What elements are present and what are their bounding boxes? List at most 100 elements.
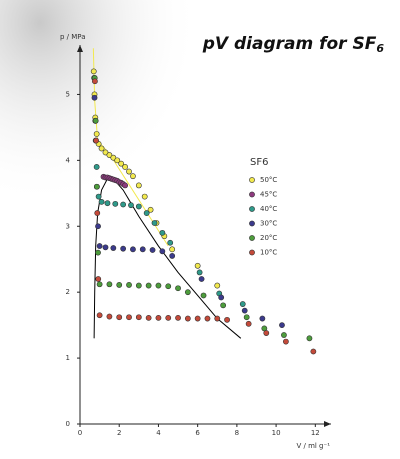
data-point: [198, 276, 205, 282]
data-point: [112, 200, 119, 207]
data-point: [135, 314, 142, 321]
legend-marker: [249, 191, 255, 198]
data-point: [106, 152, 113, 158]
legend-marker: [249, 220, 255, 227]
legend-marker: [249, 235, 255, 241]
data-point: [204, 315, 211, 322]
data-point: [126, 168, 132, 175]
data-point: [95, 193, 102, 200]
data-point: [128, 202, 134, 209]
y-tick-label: 0: [66, 420, 70, 428]
data-point: [220, 302, 227, 309]
x-axis-label: V / ml g⁻¹: [296, 442, 330, 450]
data-point: [165, 314, 172, 321]
legend-label: 45°C: [260, 191, 277, 199]
data-point: [147, 206, 154, 213]
y-tick-label: 3: [66, 222, 70, 230]
data-point: [95, 276, 102, 282]
data-point: [120, 201, 127, 208]
data-point: [263, 330, 270, 336]
data-point: [94, 210, 101, 216]
data-point: [96, 312, 103, 319]
legend-label: 50°C: [260, 176, 277, 184]
data-point: [169, 246, 176, 253]
data-point: [93, 183, 100, 190]
data-point: [126, 282, 132, 288]
data-point: [135, 182, 142, 189]
x-axis-arrow: [324, 421, 331, 427]
data-point: [98, 198, 105, 205]
data-point: [93, 164, 100, 170]
data-point: [120, 245, 127, 252]
y-tick-label: 2: [66, 288, 70, 296]
legend-marker: [249, 249, 255, 256]
data-point: [184, 289, 191, 296]
x-tick-label: 8: [235, 429, 239, 437]
data-point: [98, 145, 105, 152]
y-axis-label: p / MPa: [60, 33, 86, 41]
data-point: [93, 131, 100, 137]
data-point: [102, 149, 109, 156]
legend-title: SF6: [250, 157, 268, 168]
y-axis-arrow: [77, 45, 83, 52]
data-point: [141, 193, 148, 200]
data-point: [90, 68, 97, 75]
data-point: [114, 157, 121, 164]
data-point: [95, 249, 101, 256]
y-tick-label: 5: [66, 90, 70, 98]
data-point: [145, 314, 152, 321]
legend-label: 20°C: [260, 234, 277, 242]
data-point: [110, 245, 117, 251]
data-point: [95, 223, 101, 230]
data-point: [279, 322, 285, 329]
data-point: [241, 307, 248, 314]
data-point: [184, 315, 191, 322]
data-point: [243, 314, 250, 321]
data-point: [135, 282, 142, 289]
data-point: [159, 248, 166, 255]
data-point: [145, 282, 152, 289]
data-point: [218, 294, 225, 301]
data-point: [118, 160, 125, 167]
data-point: [194, 262, 201, 269]
title-text: pV diagram for SF: [202, 34, 377, 54]
data-point: [306, 335, 313, 342]
data-point: [91, 94, 98, 101]
data-point: [110, 154, 117, 161]
data-point: [259, 315, 266, 322]
data-point: [175, 314, 181, 321]
data-point: [102, 244, 109, 251]
data-point: [155, 314, 162, 321]
data-point: [135, 203, 142, 210]
data-point: [92, 78, 98, 85]
legend-label: 30°C: [260, 220, 277, 228]
data-point: [167, 239, 174, 246]
data-point: [214, 282, 221, 289]
data-point: [130, 173, 136, 180]
data-point: [175, 285, 181, 292]
data-point: [92, 117, 99, 124]
data-point: [96, 243, 103, 249]
x-tick-label: 2: [117, 429, 121, 437]
y-tick-label: 4: [66, 156, 71, 164]
data-point: [116, 314, 123, 321]
data-point: [245, 320, 252, 327]
data-point: [106, 313, 113, 320]
legend-label: 10°C: [260, 249, 277, 257]
y-tick-label: 1: [66, 354, 70, 362]
legend-marker: [249, 177, 255, 183]
x-tick-label: 12: [311, 429, 320, 437]
data-point: [224, 316, 230, 323]
data-point: [310, 348, 317, 355]
data-point: [214, 315, 221, 322]
data-point: [151, 220, 158, 226]
x-tick-label: 0: [78, 429, 82, 437]
data-point: [143, 210, 150, 216]
data-point: [165, 283, 172, 290]
data-point: [139, 246, 146, 253]
legend-label: 40°C: [260, 205, 277, 213]
data-point: [122, 182, 129, 189]
data-point: [196, 269, 203, 276]
